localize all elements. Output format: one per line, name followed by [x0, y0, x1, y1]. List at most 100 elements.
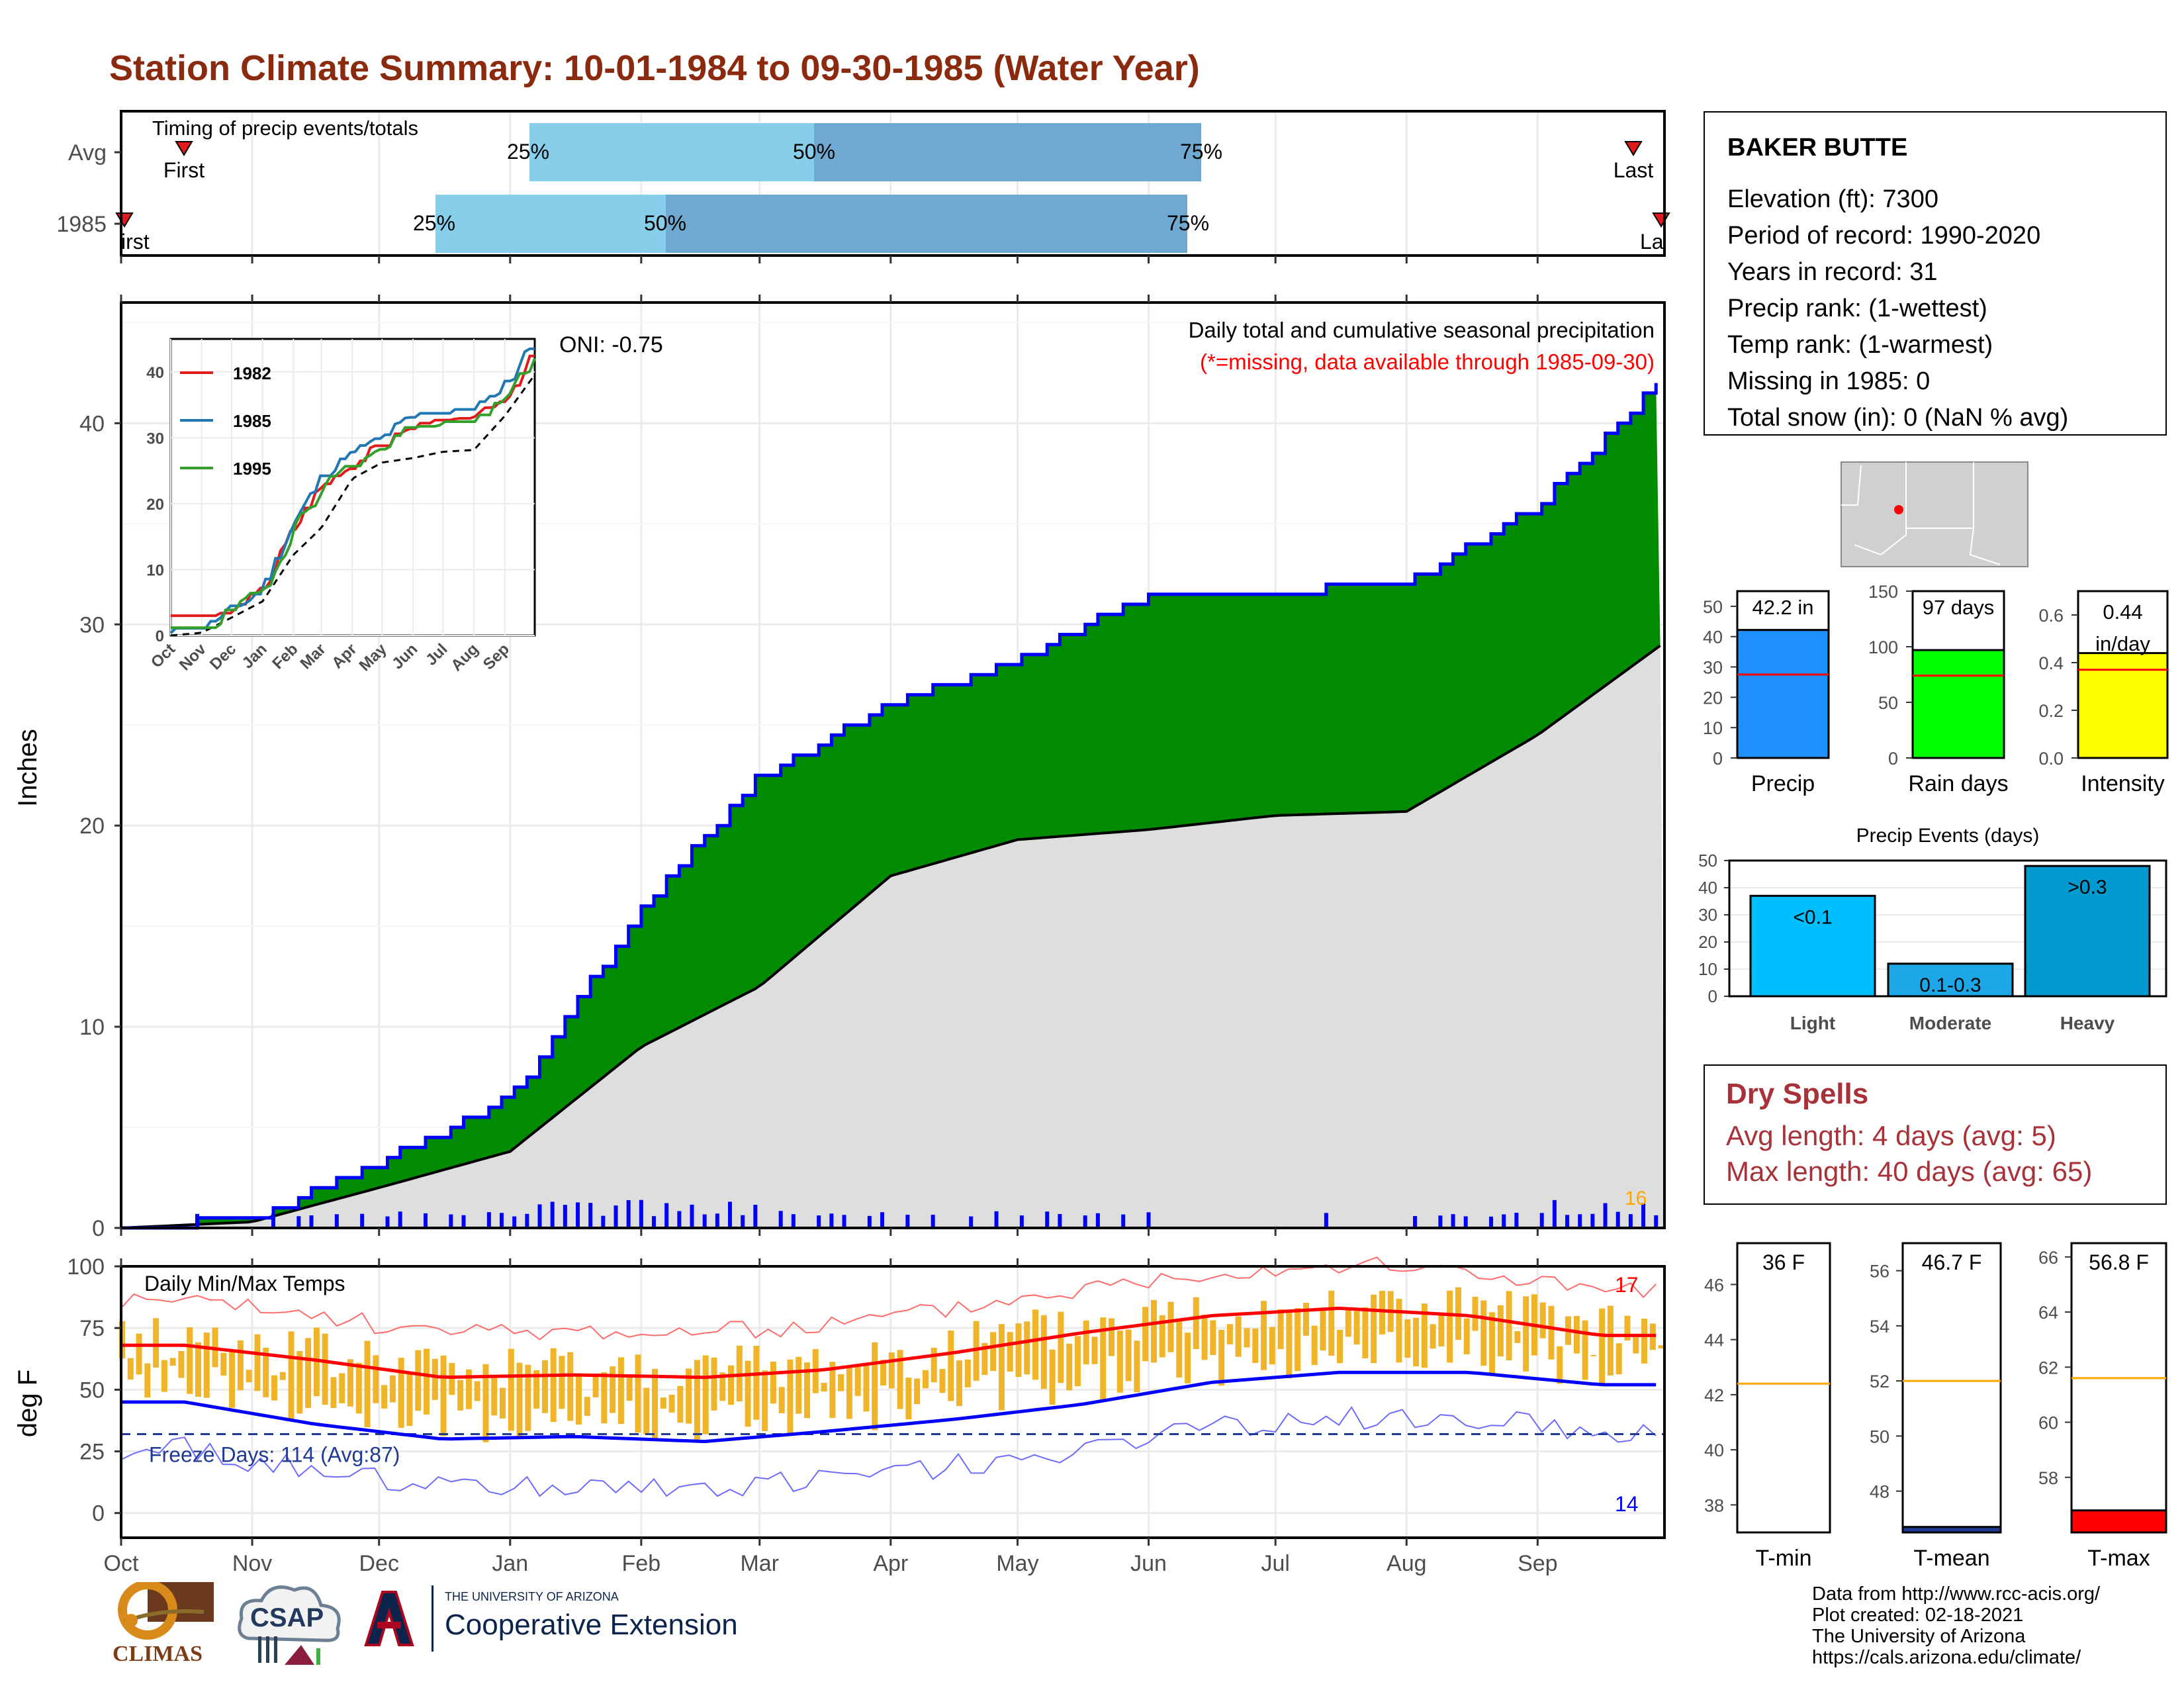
daily-precip-bar: [360, 1213, 365, 1228]
station-map: [1841, 461, 2028, 567]
daily-temp-bar: [533, 1370, 540, 1409]
daily-temp-bar: [1447, 1290, 1453, 1363]
timing-1985-bar-q2: [666, 195, 1187, 253]
daily-temp-bar: [1599, 1308, 1606, 1387]
daily-temp-bar: [576, 1374, 582, 1425]
main-ytick-label: 10: [79, 1015, 105, 1040]
precip-events-category: Moderate: [1909, 1013, 1991, 1033]
summary-ytick-label: 150: [1868, 582, 1898, 602]
daily-temp-bar: [187, 1327, 193, 1394]
summary-ytick-label: 0.6: [2038, 606, 2064, 626]
daily-temp-bar: [237, 1340, 244, 1391]
temp-summary-ytick-label: 42: [1704, 1385, 1724, 1405]
daily-temp-bar: [1024, 1321, 1030, 1375]
daily-temp-bar: [432, 1358, 438, 1400]
daily-temp-bar: [398, 1358, 404, 1428]
daily-temp-bar: [355, 1362, 362, 1414]
daily-temp-bar: [745, 1360, 751, 1427]
temp-ytick-label: 50: [79, 1378, 105, 1403]
daily-temp-bar: [939, 1368, 946, 1393]
temp-summary-label: T-mean: [1913, 1546, 1989, 1571]
daily-temp-bar: [854, 1366, 861, 1396]
main-subtitle: Daily total and cumulative seasonal prec…: [1189, 318, 1655, 342]
temp-summary-ytick-label: 52: [1870, 1372, 1889, 1391]
timing-1985-bar-q1: [435, 195, 666, 253]
csap-logo-text: CSAP: [250, 1603, 324, 1632]
daily-temp-bar: [592, 1375, 599, 1397]
summary-ytick-label: 0.2: [2038, 701, 2064, 721]
daily-temp-bar: [998, 1324, 1005, 1411]
ua-big-text: Cooperative Extension: [445, 1609, 738, 1641]
precip-events-bar-label: 0.1-0.3: [1919, 974, 1981, 996]
daily-temp-bar: [1226, 1324, 1233, 1344]
daily-temp-bar: [296, 1351, 303, 1414]
temp-summary-panel: [2070, 1242, 2167, 1534]
daily-temp-bar: [1235, 1316, 1242, 1357]
map-state-border: [1969, 528, 2001, 565]
timing-avg-bar-q1: [529, 123, 814, 181]
daily-temp-bar: [914, 1378, 921, 1405]
daily-temp-bar: [389, 1375, 396, 1403]
precip-events-ytick-label: 0: [1708, 986, 1717, 1006]
missing-note: (*=missing, data available through 1985-…: [1200, 350, 1655, 374]
daily-temp-bar: [1438, 1315, 1445, 1346]
daily-precip-bar: [296, 1216, 301, 1228]
temp-ytick-label: 100: [67, 1254, 105, 1280]
temp-summary-ytick-label: 40: [1704, 1440, 1724, 1460]
summary-ytick-label: 40: [1703, 628, 1723, 647]
daily-precip-bar: [626, 1200, 631, 1228]
precip-events-border: [1728, 859, 2167, 998]
daily-precip-bar: [652, 1216, 657, 1228]
temp-summary-ytick-label: 64: [2038, 1303, 2058, 1323]
temp-summary-value-label: 56.8 F: [2089, 1250, 2149, 1274]
daily-temp-bar: [880, 1360, 887, 1386]
daily-temp-bar: [550, 1348, 557, 1423]
daily-temp-bar: [990, 1332, 997, 1372]
summary-ytick-label: 20: [1703, 688, 1723, 708]
temp-summary-ytick-label: 48: [1870, 1482, 1889, 1502]
daily-temp-bar: [474, 1381, 480, 1401]
daily-temp-bar: [1261, 1301, 1267, 1370]
daily-temp-bar: [1607, 1305, 1614, 1376]
daily-temp-bar: [787, 1359, 794, 1434]
daily-precip-bar: [398, 1211, 402, 1228]
daily-precip-bar: [461, 1215, 466, 1228]
daily-temp-bar: [500, 1387, 506, 1419]
climatology-area: [121, 645, 1664, 1228]
daily-temp-bar: [584, 1397, 590, 1416]
daily-temp-bar: [1252, 1328, 1259, 1363]
daily-precip-bar: [1146, 1212, 1151, 1228]
daily-precip-bar: [271, 1213, 276, 1228]
summary-ytick-label: 100: [1868, 637, 1898, 657]
daily-temp-bar: [1514, 1331, 1521, 1343]
daily-temp-bar: [516, 1362, 523, 1439]
precip-events-category: Light: [1790, 1013, 1835, 1033]
precip-events-title: Precip Events (days): [1856, 825, 2040, 847]
precip-events-bar-label: >0.3: [2068, 876, 2107, 898]
daily-temp-bar: [1421, 1303, 1428, 1368]
daily-temp-bar: [406, 1372, 413, 1427]
daily-temp-bar: [203, 1333, 210, 1398]
timing-avg-last-marker: [1624, 141, 1643, 156]
summary-bar-label: Precip: [1751, 771, 1815, 796]
inset-legend-label: 1985: [233, 411, 271, 431]
daily-precip-bar: [1603, 1203, 1608, 1228]
daily-precip-bar: [1451, 1214, 1455, 1228]
daily-temp-bar: [1539, 1302, 1546, 1338]
temp-summary-ytick-label: 38: [1704, 1495, 1724, 1515]
temp-ytick-label: 25: [79, 1440, 105, 1465]
daily-precip-bar: [1514, 1213, 1519, 1228]
temp-avg-min-line: [121, 1370, 1657, 1444]
daily-precip-bar: [1095, 1213, 1100, 1228]
temp-summary-ytick-label: 44: [1704, 1331, 1724, 1350]
daily-temp-bar: [601, 1372, 608, 1424]
daily-precip-bar: [1413, 1216, 1418, 1228]
daily-precip-bar: [1539, 1213, 1544, 1228]
daily-precip-bar: [550, 1201, 555, 1228]
daily-temp-bar: [1286, 1310, 1293, 1379]
daily-precip-bar: [449, 1214, 453, 1228]
daily-temp-bar: [617, 1357, 624, 1425]
daily-temp-bar: [753, 1346, 760, 1420]
max-count-label: 17: [1615, 1273, 1639, 1297]
